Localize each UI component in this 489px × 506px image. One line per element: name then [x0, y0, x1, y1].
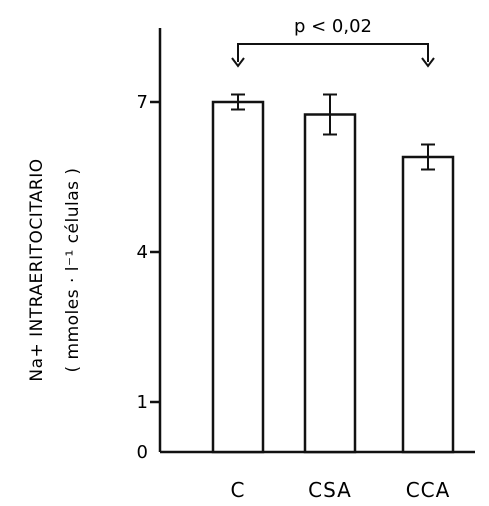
bar-csa [303, 113, 357, 454]
y-tick-label: 7 [137, 92, 148, 113]
bar-cca [401, 155, 455, 454]
significance-bracket [237, 43, 429, 62]
p-value-label: p < 0,02 [294, 16, 372, 37]
error-bar-c [231, 93, 245, 111]
y-axis-label: Na+ INTRAERITOCITARIO ( mmoles · l⁻¹ cél… [27, 158, 83, 381]
significance-annotation: p < 0,02 [231, 16, 435, 68]
y-axis-ticks: 0 1 4 7 [137, 92, 160, 463]
y-axis-label-line1: Na+ INTRAERITOCITARIO [27, 158, 47, 381]
significance-arrowhead [421, 57, 435, 68]
y-tick-label: 0 [137, 442, 148, 463]
category-label-csa: CSA [308, 478, 352, 502]
category-labels: C CSA CCA [231, 478, 451, 502]
y-tick-label: 1 [137, 392, 148, 413]
error-bar-cca [421, 143, 435, 171]
significance-arrowhead [231, 57, 245, 68]
category-label-cca: CCA [406, 478, 451, 502]
y-tick-label: 4 [137, 242, 148, 263]
category-label-c: C [231, 478, 246, 502]
y-axis-label-line2: ( mmoles · l⁻¹ células ) [63, 167, 83, 372]
bar-c [211, 100, 265, 454]
bars [211, 93, 455, 454]
error-bar-csa [323, 93, 337, 136]
